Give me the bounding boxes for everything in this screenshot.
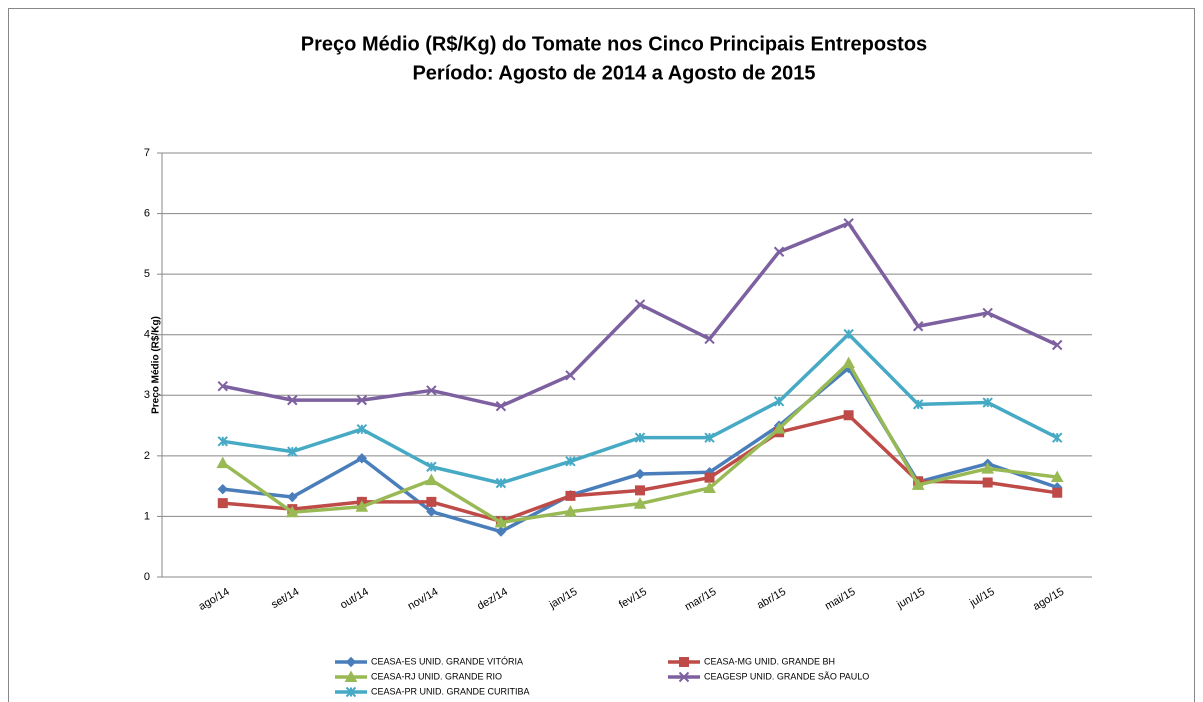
marker xyxy=(287,446,298,457)
marker xyxy=(287,394,298,406)
marker xyxy=(982,397,993,408)
chart-subtitle: Período: Agosto de 2014 a Agosto de 2015 xyxy=(412,62,815,84)
marker xyxy=(704,472,715,483)
marker xyxy=(426,496,437,507)
legend-label: CEASA-ES UNID. GRANDE VITÓRIA xyxy=(371,656,523,666)
marker xyxy=(426,385,437,396)
marker xyxy=(426,461,437,472)
marker xyxy=(912,399,924,410)
marker xyxy=(634,432,646,443)
y-tick-label: 7 xyxy=(144,147,150,159)
marker xyxy=(635,485,645,496)
marker xyxy=(911,478,925,490)
legend-label: CEASA-PR UNID. GRANDE CURITIBA xyxy=(371,686,530,696)
y-tick-label: 5 xyxy=(144,268,150,280)
chart-frame xyxy=(8,8,1195,702)
marker xyxy=(344,670,358,682)
marker xyxy=(495,526,507,537)
marker xyxy=(426,506,437,517)
marker xyxy=(217,498,228,509)
marker xyxy=(704,432,715,443)
marker xyxy=(843,328,854,340)
marker xyxy=(633,497,647,509)
marker xyxy=(565,370,576,381)
marker xyxy=(1052,432,1063,443)
marker xyxy=(287,491,298,503)
marker xyxy=(217,483,228,495)
marker xyxy=(356,394,368,406)
legend-label: CEASA-MG UNID. GRANDE BH xyxy=(704,656,835,666)
marker xyxy=(345,656,357,668)
y-axis-label: Preço Médio (R$/Kg) xyxy=(151,316,162,414)
marker xyxy=(217,436,228,447)
y-tick-label: 1 xyxy=(144,510,150,522)
marker xyxy=(356,453,368,464)
marker xyxy=(565,456,576,467)
legend-label: CEAGESP UNID. GRANDE SÃO PAULO xyxy=(704,671,869,681)
marker xyxy=(425,473,438,486)
marker xyxy=(679,657,689,667)
marker xyxy=(842,356,855,369)
marker xyxy=(704,333,715,345)
marker xyxy=(495,400,507,412)
y-tick-label: 4 xyxy=(144,329,150,341)
marker xyxy=(495,477,507,489)
y-tick-label: 3 xyxy=(144,389,150,401)
marker xyxy=(1052,487,1063,498)
marker xyxy=(634,468,646,480)
marker xyxy=(216,456,230,469)
y-tick-label: 6 xyxy=(144,207,150,219)
marker xyxy=(773,246,785,257)
marker xyxy=(843,218,854,229)
marker xyxy=(773,396,785,407)
marker xyxy=(285,505,299,518)
y-tick-label: 0 xyxy=(144,571,150,583)
chart-title: Preço Médio (R$/Kg) do Tomate nos Cinco … xyxy=(301,33,927,55)
marker xyxy=(1050,470,1064,483)
marker xyxy=(1052,339,1063,351)
marker xyxy=(982,307,993,319)
marker xyxy=(912,321,924,332)
marker xyxy=(703,481,716,493)
marker xyxy=(565,490,576,501)
marker xyxy=(843,410,854,421)
marker xyxy=(981,462,995,474)
marker xyxy=(982,477,993,488)
marker xyxy=(772,422,786,434)
marker xyxy=(564,505,577,517)
marker xyxy=(356,423,368,435)
legend-label: CEASA-RJ UNID. GRANDE RIO xyxy=(371,671,502,681)
marker xyxy=(678,671,690,683)
marker xyxy=(634,299,646,310)
y-tick-label: 2 xyxy=(144,450,150,462)
marker xyxy=(355,500,369,512)
marker xyxy=(217,380,228,392)
marker xyxy=(494,515,508,528)
marker xyxy=(345,686,357,698)
